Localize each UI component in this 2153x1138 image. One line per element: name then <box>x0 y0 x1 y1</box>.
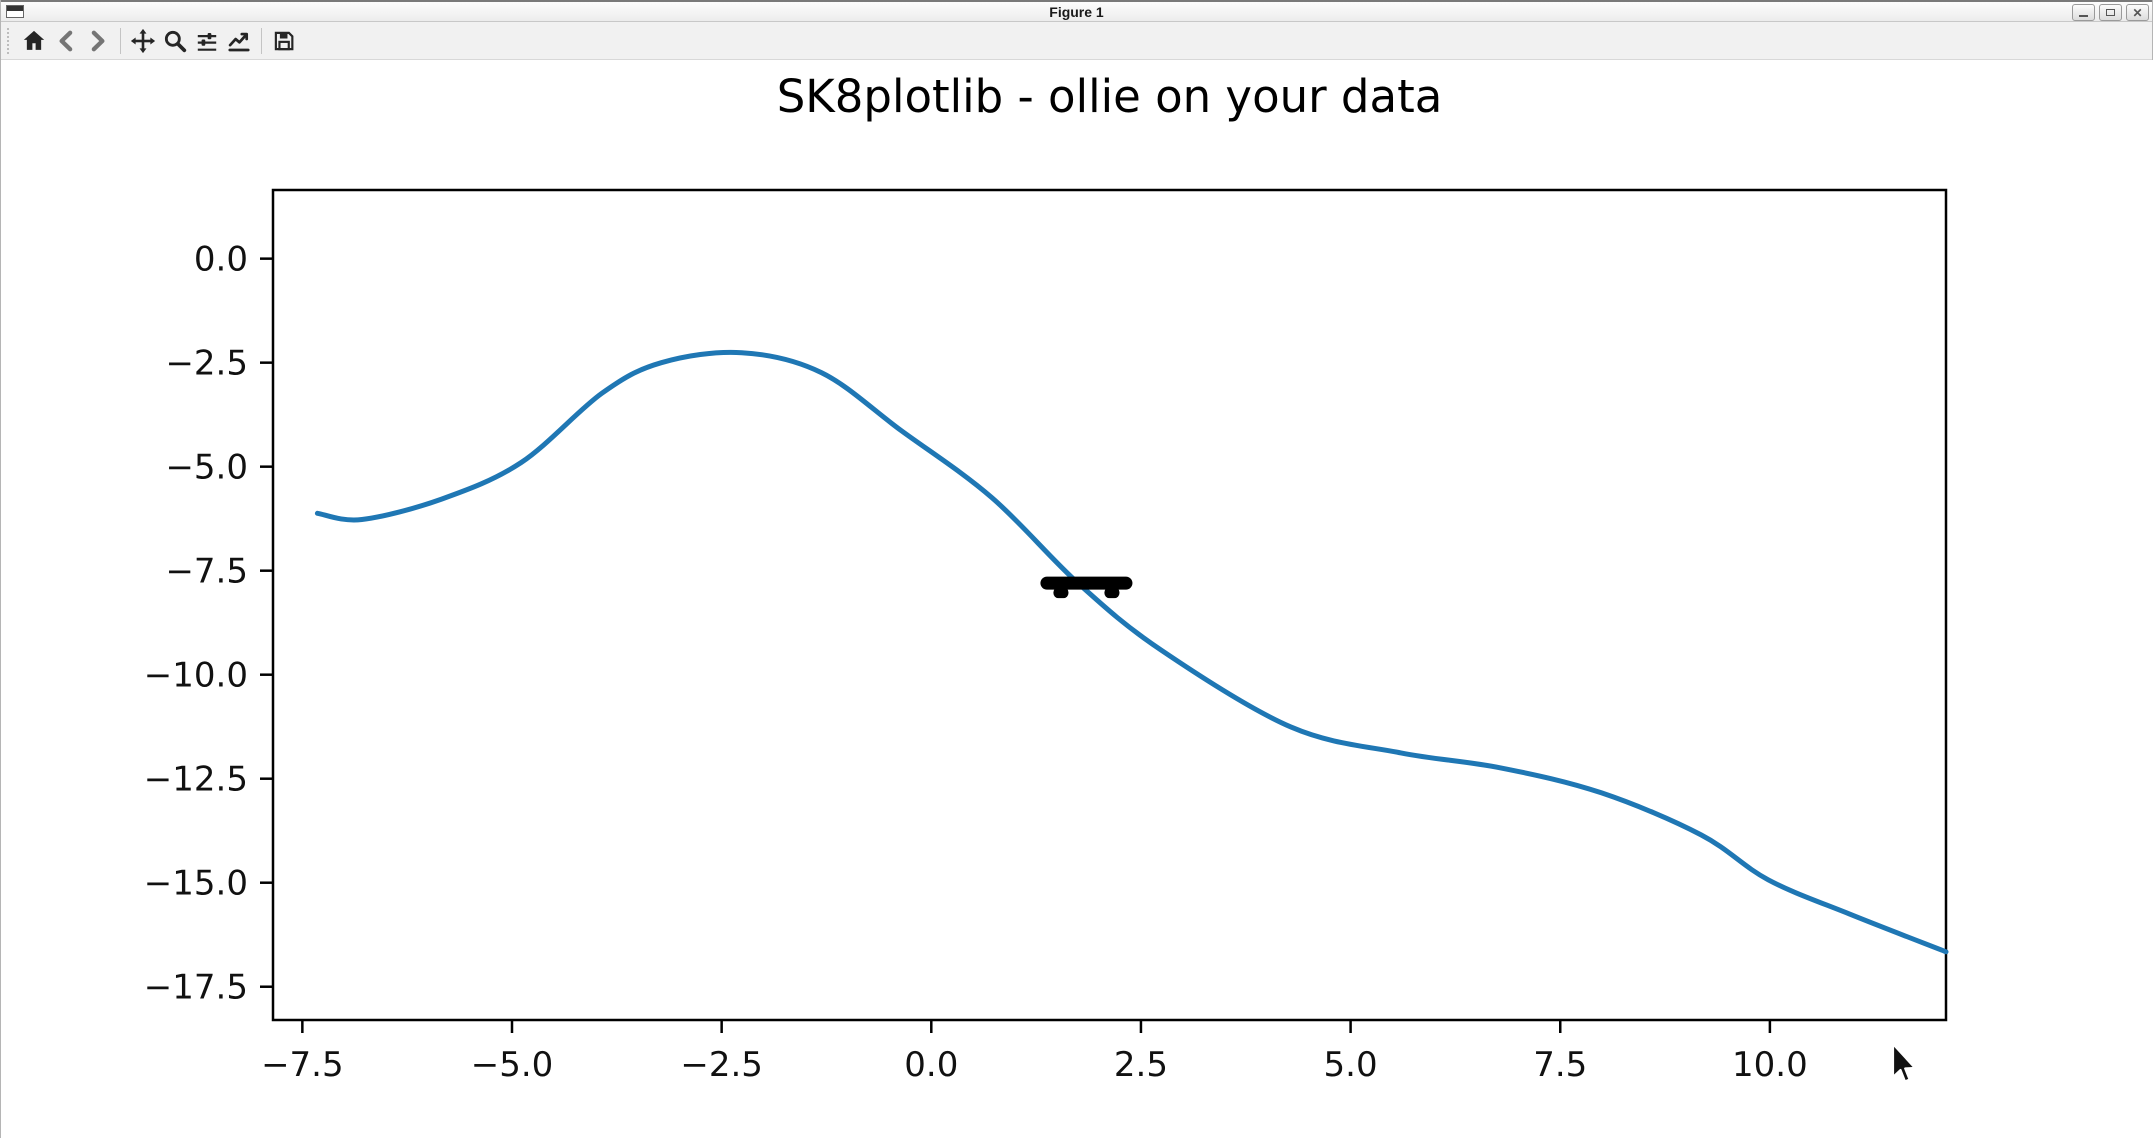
figure-canvas[interactable]: SK8plotlib - ollie on your data −7.5 −5.0… <box>1 60 2153 1138</box>
home-button[interactable] <box>18 25 50 57</box>
subplots-button[interactable] <box>191 25 223 57</box>
back-button[interactable] <box>50 25 82 57</box>
y-tick-label: −12.5 <box>144 760 248 800</box>
y-tick-label: −7.5 <box>165 552 248 592</box>
axes-spines <box>271 188 1948 1022</box>
customize-icon <box>228 32 250 51</box>
skateboard-deck <box>1040 576 1133 590</box>
data-curve <box>314 349 1949 955</box>
zoom-icon <box>164 30 187 52</box>
y-axis: 0.0 −2.5 −5.0 −7.5 −10.0 −12.5 −15.0 −17.5 <box>144 240 273 1008</box>
save-icon <box>274 31 294 50</box>
y-tick-label: −2.5 <box>165 344 248 384</box>
plot-title: SK8plotlib - ollie on your data <box>776 70 1443 123</box>
x-tick-label: 10.0 <box>1732 1045 1808 1085</box>
toolbar <box>1 22 2152 60</box>
titlebar[interactable]: Figure 1 ✕ <box>1 0 2152 22</box>
zoom-button[interactable] <box>159 25 191 57</box>
pan-icon <box>130 28 156 53</box>
x-axis: −7.5 −5.0 −2.5 0.0 2.5 5.0 7.5 10.0 <box>261 1020 1808 1085</box>
pan-button[interactable] <box>127 25 159 57</box>
toolbar-separator <box>261 27 262 54</box>
home-icon <box>23 30 45 50</box>
x-tick-label: 5.0 <box>1324 1045 1378 1085</box>
y-tick-label: −17.5 <box>144 968 248 1008</box>
window-controls: ✕ <box>2072 4 2149 21</box>
subplots-icon <box>197 32 217 51</box>
window-title: Figure 1 <box>1049 4 1104 20</box>
skateboard-marker <box>1040 576 1133 599</box>
mouse-cursor <box>1891 1043 1917 1083</box>
save-button[interactable] <box>268 25 300 57</box>
x-tick-label: −7.5 <box>261 1045 344 1085</box>
y-tick-label: −10.0 <box>144 656 248 696</box>
y-tick-label: −15.0 <box>144 864 248 904</box>
maximize-button[interactable] <box>2099 4 2122 21</box>
skateboard-wheel <box>1104 587 1120 599</box>
x-tick-label: −5.0 <box>471 1045 554 1085</box>
window-menu-icon[interactable] <box>6 5 24 18</box>
forward-button[interactable] <box>82 25 114 57</box>
forward-icon <box>91 30 105 51</box>
x-tick-label: −2.5 <box>680 1045 763 1085</box>
toolbar-drag-handle[interactable] <box>7 27 12 54</box>
x-tick-label: 7.5 <box>1533 1045 1587 1085</box>
toolbar-separator <box>120 27 121 54</box>
x-tick-label: 0.0 <box>904 1045 958 1085</box>
x-tick-label: 2.5 <box>1114 1045 1168 1085</box>
skateboard-wheel <box>1053 587 1069 599</box>
close-button[interactable]: ✕ <box>2126 4 2149 21</box>
back-icon <box>59 30 73 51</box>
y-tick-label: −5.0 <box>165 448 248 488</box>
customize-button[interactable] <box>223 25 255 57</box>
y-tick-label: 0.0 <box>194 240 248 280</box>
minimize-button[interactable] <box>2072 4 2095 21</box>
plot-svg: −7.5 −5.0 −2.5 0.0 2.5 5.0 7.5 10.00.0−2.5−5.0−… <box>144 188 1949 1085</box>
